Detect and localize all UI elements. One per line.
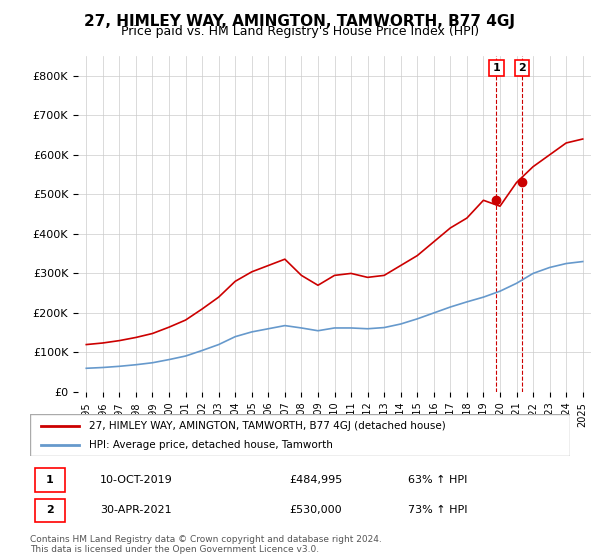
Text: 2: 2 [46, 505, 54, 515]
Text: 1: 1 [46, 475, 54, 485]
Text: 73% ↑ HPI: 73% ↑ HPI [408, 505, 467, 515]
Text: £530,000: £530,000 [289, 505, 342, 515]
Text: £484,995: £484,995 [289, 475, 343, 485]
Text: 27, HIMLEY WAY, AMINGTON, TAMWORTH, B77 4GJ (detached house): 27, HIMLEY WAY, AMINGTON, TAMWORTH, B77 … [89, 421, 446, 431]
FancyBboxPatch shape [35, 468, 65, 492]
Text: 30-APR-2021: 30-APR-2021 [100, 505, 172, 515]
FancyBboxPatch shape [30, 414, 570, 456]
Text: 1: 1 [493, 63, 500, 73]
Text: HPI: Average price, detached house, Tamworth: HPI: Average price, detached house, Tamw… [89, 440, 333, 450]
Text: 63% ↑ HPI: 63% ↑ HPI [408, 475, 467, 485]
Text: 10-OCT-2019: 10-OCT-2019 [100, 475, 173, 485]
Text: Price paid vs. HM Land Registry's House Price Index (HPI): Price paid vs. HM Land Registry's House … [121, 25, 479, 38]
Text: 2: 2 [518, 63, 526, 73]
Text: Contains HM Land Registry data © Crown copyright and database right 2024.
This d: Contains HM Land Registry data © Crown c… [30, 535, 382, 554]
Text: 27, HIMLEY WAY, AMINGTON, TAMWORTH, B77 4GJ: 27, HIMLEY WAY, AMINGTON, TAMWORTH, B77 … [85, 14, 515, 29]
FancyBboxPatch shape [35, 499, 65, 522]
